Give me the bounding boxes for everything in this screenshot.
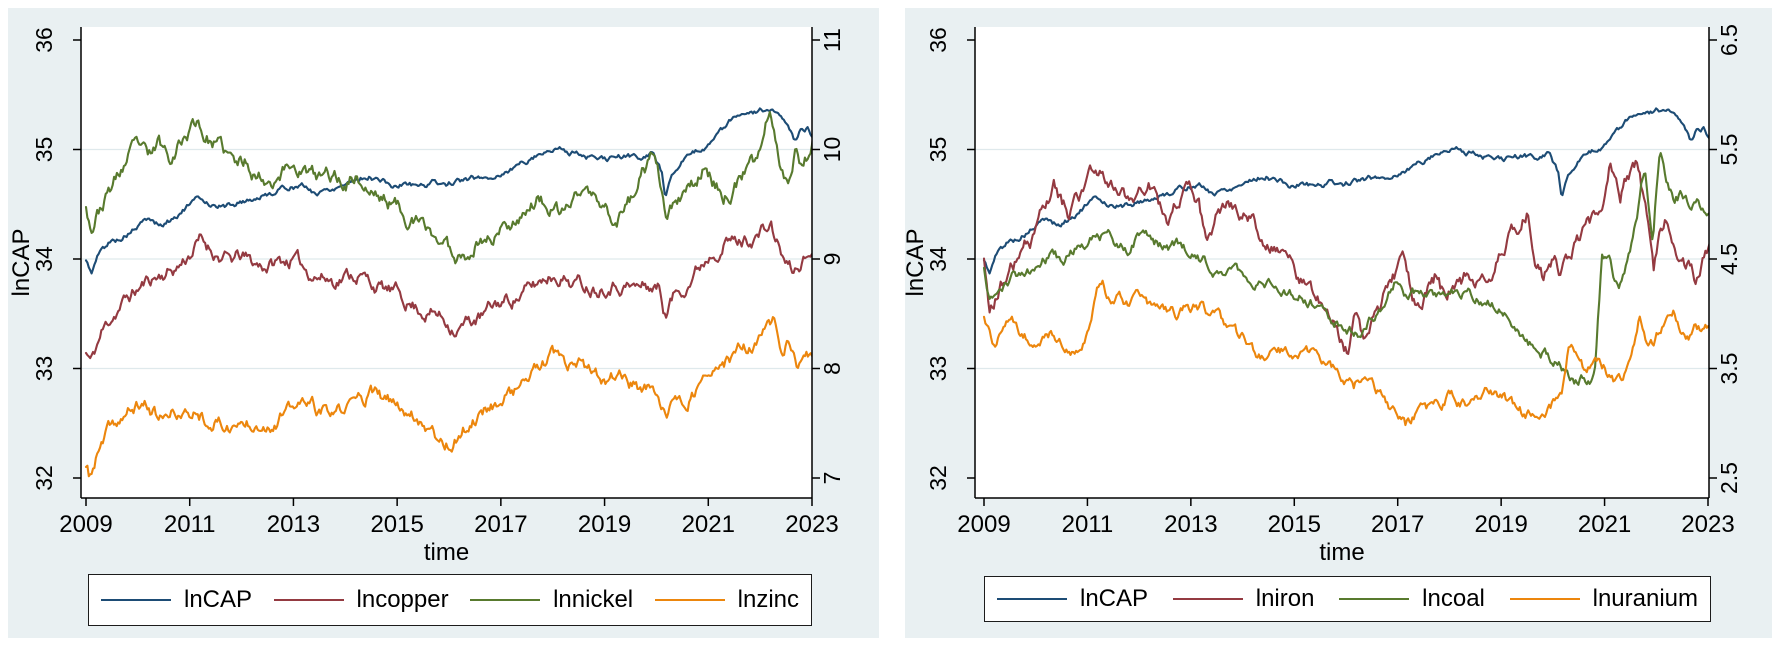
x-tick-label: 2023 bbox=[1681, 511, 1734, 538]
legend-line-swatch bbox=[654, 599, 725, 601]
left-chart-panel: 32 33 34 35 36 7 8 9 10 11 2009 2011 2013 2015 2017 201… bbox=[8, 8, 879, 638]
y-right-tick-label: 8 bbox=[819, 362, 845, 375]
y-right-tick-label: 4.5 bbox=[1716, 243, 1742, 275]
y-right-tick-label: 5.5 bbox=[1716, 134, 1742, 166]
y-left-tick-label: 36 bbox=[925, 27, 951, 53]
plot-area bbox=[975, 27, 1709, 498]
legend-line-swatch bbox=[273, 599, 344, 601]
x-tick-label: 2017 bbox=[1371, 511, 1424, 538]
legend-item-lniron: lniron bbox=[1172, 585, 1315, 613]
y-right-tick-label: 7 bbox=[819, 472, 845, 485]
legend-item-lncap: lnCAP bbox=[101, 586, 252, 614]
series-line-lncap bbox=[84, 107, 812, 275]
plot-area bbox=[81, 27, 812, 498]
series-line-lnuranium bbox=[982, 279, 1709, 427]
x-tick-label: 2015 bbox=[370, 511, 423, 538]
legend-line-swatch bbox=[1339, 598, 1410, 600]
legend-item-lncoal: lncoal bbox=[1339, 585, 1485, 613]
series-line-lniron bbox=[982, 159, 1709, 355]
series-line-lncap bbox=[982, 107, 1709, 275]
y-left-tick-label: 35 bbox=[31, 137, 57, 163]
legend-label: lnuranium bbox=[1592, 585, 1698, 612]
legend-item-lnzinc: lnzinc bbox=[654, 586, 799, 614]
y-left-tick-label: 32 bbox=[925, 465, 951, 491]
x-axis-title: time bbox=[1319, 539, 1364, 566]
x-tick-label: 2013 bbox=[267, 511, 320, 538]
legend-item-lncopper: lncopper bbox=[273, 586, 449, 614]
legend-label: lnzinc bbox=[737, 586, 799, 613]
y-left-tick-label: 32 bbox=[31, 465, 57, 491]
right-chart-panel: 32 33 34 35 36 2.5 3.5 4.5 5.5 6.5 2009 2011 2013 201… bbox=[905, 8, 1772, 638]
series-line-lncopper bbox=[84, 220, 812, 360]
legend-line-swatch bbox=[1172, 598, 1243, 600]
x-tick-label: 2021 bbox=[682, 511, 735, 538]
y-right-tick-label: 10 bbox=[819, 137, 845, 163]
series-line-lnzinc bbox=[84, 316, 812, 478]
legend-item-lncap: lnCAP bbox=[997, 585, 1148, 613]
y-axis-title: lnCAP bbox=[905, 228, 929, 296]
y-right-tick-label: 11 bbox=[819, 28, 845, 52]
y-left-tick-label: 35 bbox=[925, 137, 951, 163]
y-axis-title: lnCAP bbox=[8, 228, 35, 296]
y-left-tick-label: 33 bbox=[31, 356, 57, 382]
y-right-tick-label: 9 bbox=[819, 253, 845, 266]
legend-label: lncoal bbox=[1422, 585, 1485, 612]
right-chart-canvas: 32 33 34 35 36 2.5 3.5 4.5 5.5 6.5 2009 2011 2013 201… bbox=[905, 24, 1742, 566]
legend-line-swatch bbox=[101, 599, 171, 601]
y-left-tick-label: 33 bbox=[925, 356, 951, 382]
legend-line-swatch bbox=[997, 598, 1067, 600]
y-right-tick-label: 2.5 bbox=[1716, 462, 1742, 494]
right-chart-legend: lnCAP lniron lncoal lnuranium bbox=[984, 576, 1711, 622]
x-tick-label: 2009 bbox=[59, 511, 112, 538]
legend-label: lnCAP bbox=[1080, 585, 1149, 612]
left-chart-legend: lnCAP lncopper lnnickel lnzinc bbox=[88, 574, 812, 626]
series-line-lnnickel bbox=[84, 110, 812, 265]
y-left-tick-label: 34 bbox=[925, 246, 951, 272]
x-tick-label: 2019 bbox=[578, 511, 631, 538]
legend-line-swatch bbox=[470, 599, 541, 601]
y-left-tick-label: 36 bbox=[31, 27, 57, 53]
x-tick-label: 2009 bbox=[957, 511, 1010, 538]
legend-item-lnuranium: lnuranium bbox=[1509, 585, 1698, 613]
x-tick-label: 2015 bbox=[1268, 511, 1321, 538]
x-tick-label: 2017 bbox=[474, 511, 527, 538]
x-tick-label: 2013 bbox=[1164, 511, 1217, 538]
left-chart-canvas: 32 33 34 35 36 7 8 9 10 11 2009 2011 2013 2015 2017 201… bbox=[8, 27, 845, 566]
y-left-tick-label: 34 bbox=[31, 246, 57, 272]
y-right-tick-label: 6.5 bbox=[1716, 24, 1742, 56]
legend-label: lnnickel bbox=[553, 586, 634, 613]
legend-label: lncopper bbox=[356, 586, 449, 613]
legend-item-lnnickel: lnnickel bbox=[470, 586, 633, 614]
series-line-lncoal bbox=[982, 152, 1709, 386]
x-tick-label: 2021 bbox=[1578, 511, 1631, 538]
x-tick-label: 2011 bbox=[164, 511, 216, 538]
legend-label: lnCAP bbox=[184, 586, 253, 613]
x-tick-label: 2023 bbox=[785, 511, 838, 538]
x-tick-label: 2011 bbox=[1062, 511, 1114, 538]
legend-line-swatch bbox=[1509, 598, 1580, 600]
y-right-tick-label: 3.5 bbox=[1716, 353, 1742, 385]
x-tick-label: 2019 bbox=[1474, 511, 1527, 538]
legend-label: lniron bbox=[1255, 585, 1315, 612]
x-axis-title: time bbox=[424, 539, 469, 566]
